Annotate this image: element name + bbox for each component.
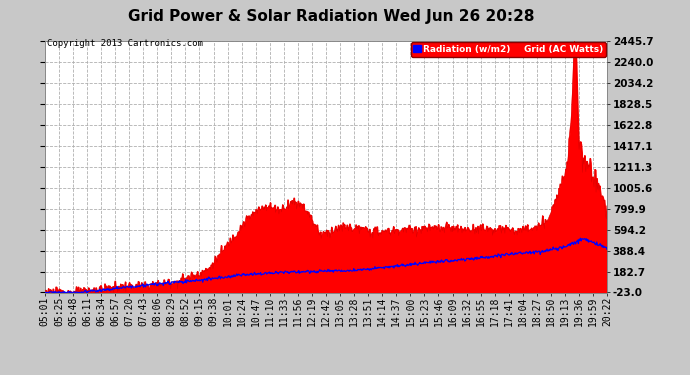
Legend: Radiation (w/m2), Grid (AC Watts): Radiation (w/m2), Grid (AC Watts) [411, 42, 607, 57]
Text: Copyright 2013 Cartronics.com: Copyright 2013 Cartronics.com [47, 39, 203, 48]
Text: Grid Power & Solar Radiation Wed Jun 26 20:28: Grid Power & Solar Radiation Wed Jun 26 … [128, 9, 535, 24]
